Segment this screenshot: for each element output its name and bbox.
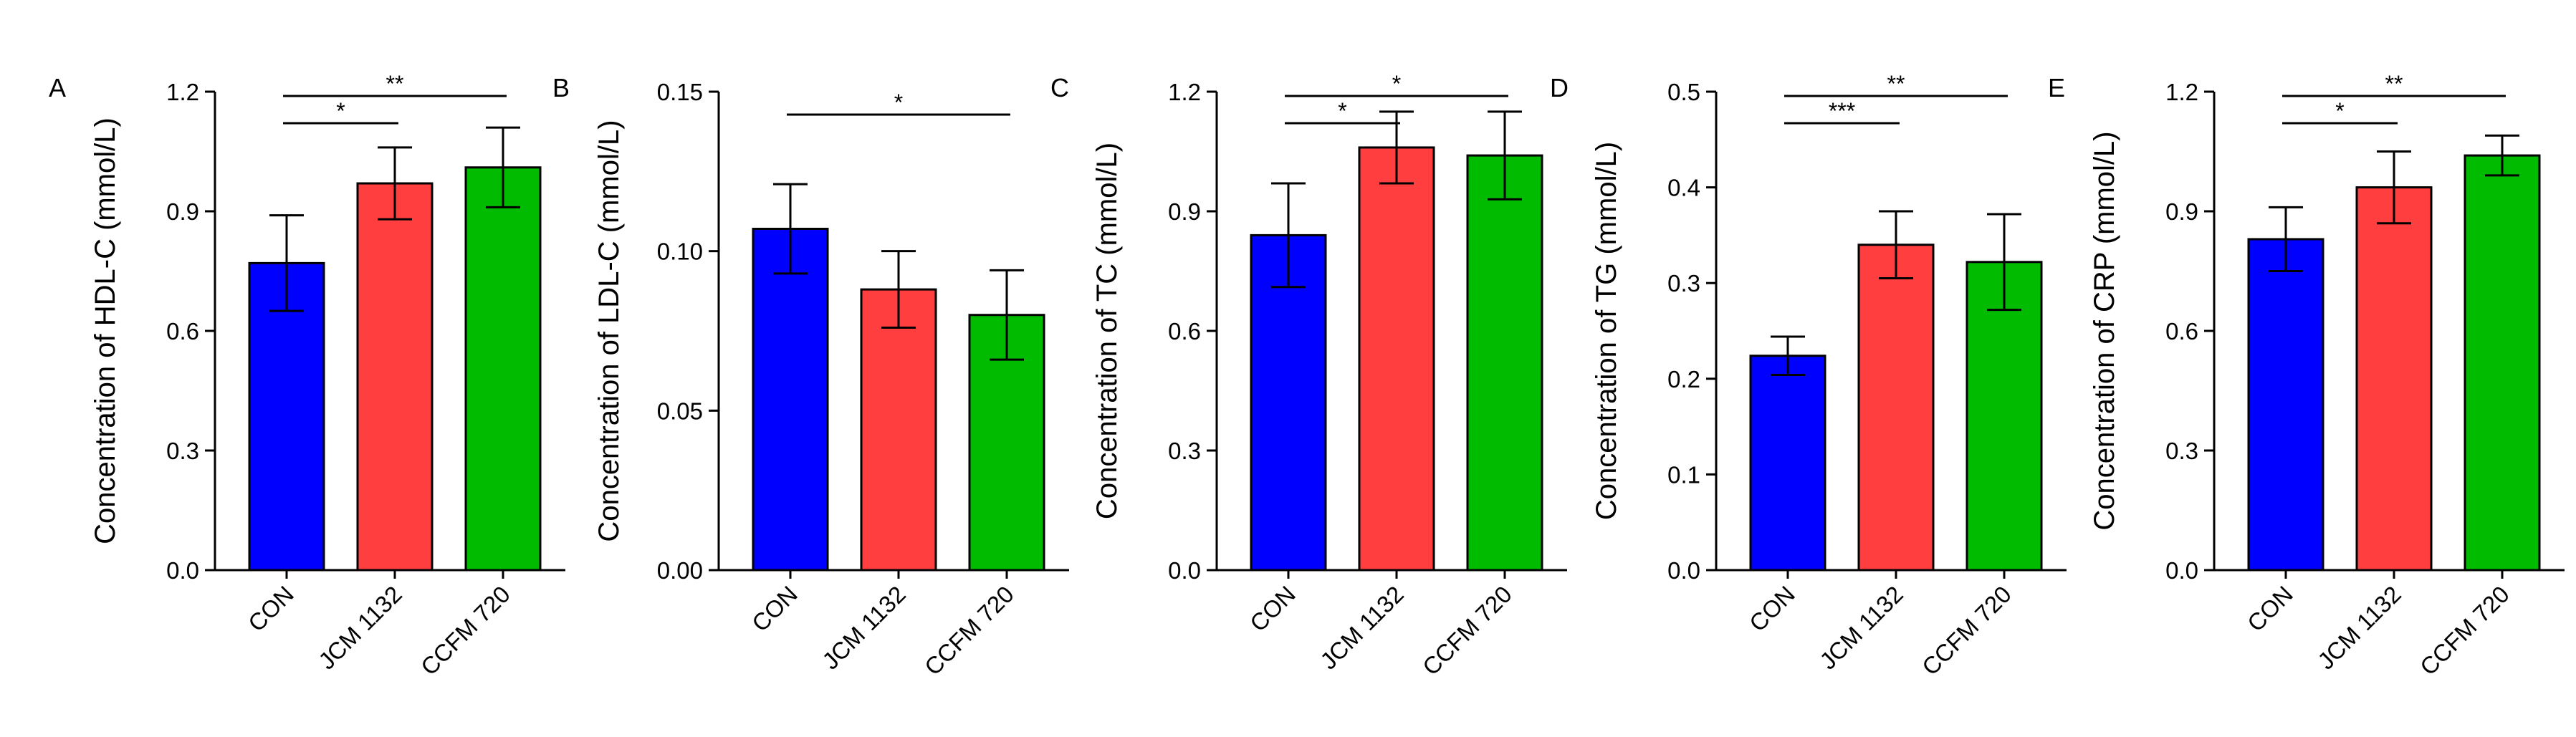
- y-axis-label: Concentration of TG (mmol/L): [1591, 142, 1622, 520]
- x-tick-label: JCM 1132: [2312, 581, 2406, 675]
- bar-con: [752, 227, 829, 572]
- bar-jcm-1132: [860, 288, 937, 572]
- x-tick-label: JCM 1132: [1814, 581, 1908, 675]
- x-tick-label: CON: [1245, 581, 1301, 637]
- y-tick-label: 1.2: [2165, 79, 2198, 105]
- bar-con: [2247, 238, 2324, 572]
- x-tick-label: CON: [243, 581, 299, 637]
- bar-ccfm-720: [1965, 261, 2043, 572]
- bar-con: [1250, 233, 1327, 572]
- y-tick-label: 0.00: [657, 557, 703, 584]
- y-tick-label: 0.4: [1667, 175, 1700, 201]
- chart-panel-d: D Concentration of TG (mmol/L) 0.0 0.1 0.2 0.…: [1550, 71, 2067, 680]
- panel-label: A: [49, 73, 66, 102]
- x-tick-label: JCM 1132: [1315, 581, 1409, 675]
- y-tick-label: 0.0: [1168, 557, 1201, 584]
- significance-label: *: [336, 98, 345, 124]
- significance-label: *: [2335, 98, 2344, 124]
- y-tick-label: 0.2: [1667, 366, 1700, 392]
- x-tick-label: CON: [2242, 581, 2298, 637]
- significance-label: **: [1887, 71, 1905, 97]
- y-tick-label: 1.2: [1168, 79, 1201, 105]
- y-tick-label: 0.10: [657, 239, 703, 265]
- y-tick-label: 0.05: [657, 398, 703, 424]
- x-tick-label: CCFM 720: [919, 581, 1019, 680]
- y-tick-label: 0.6: [1168, 318, 1201, 345]
- y-tick-label: 0.3: [166, 438, 199, 464]
- chart-panel-e: E Concentration of CRP (mmol/L) 0.0 0.3 0.6 0…: [2048, 71, 2565, 680]
- bar-con: [1749, 355, 1826, 572]
- bar-jcm-1132: [1857, 244, 1935, 572]
- y-tick-label: 0.0: [166, 557, 199, 584]
- y-axis-label: Concentration of HDL-C (mmol/L): [90, 117, 121, 544]
- panel-label: C: [1050, 73, 1069, 102]
- y-tick-label: 0.9: [2165, 198, 2198, 225]
- chart-panel-c: C Concentration of TC (mmol/L) 0.0 0.3 0.6 0.…: [1050, 71, 1567, 680]
- bar-jcm-1132: [356, 182, 434, 572]
- y-tick-label: 0.1: [1667, 461, 1700, 488]
- y-axis-label: Concentration of LDL-C (mmol/L): [593, 120, 625, 541]
- y-tick-label: 0.3: [2165, 438, 2198, 464]
- x-tick-label: JCM 1132: [313, 581, 407, 675]
- panel-label: E: [2048, 73, 2065, 102]
- y-tick-label: 0.9: [166, 198, 199, 225]
- significance-label: **: [386, 71, 404, 97]
- y-axis-label: Concentration of CRP (mmol/L): [2089, 131, 2120, 530]
- x-tick-label: CCFM 720: [2415, 581, 2514, 680]
- y-axis-label: Concentration of TC (mmol/L): [1091, 143, 1123, 519]
- y-tick-label: 0.3: [1667, 270, 1700, 297]
- y-tick-label: 0.6: [2165, 318, 2198, 345]
- chart-panel-a: A Concentration of HDL-C (mmol/L) 0.0 0.3 0.…: [49, 71, 565, 680]
- x-tick-label: JCM 1132: [817, 581, 911, 675]
- y-tick-label: 0.0: [2165, 557, 2198, 584]
- significance-label: *: [1338, 98, 1346, 124]
- bar-jcm-1132: [2355, 186, 2433, 572]
- panel-label: D: [1550, 73, 1569, 102]
- significance-label: *: [894, 90, 903, 115]
- x-tick-label: CCFM 720: [1417, 581, 1517, 680]
- panel-label: B: [552, 73, 570, 102]
- y-tick-label: 1.2: [166, 79, 199, 105]
- significance-label: *: [1392, 71, 1401, 97]
- bar-ccfm-720: [464, 166, 542, 572]
- y-tick-label: 0.15: [657, 79, 703, 105]
- significance-label: ***: [1829, 98, 1855, 124]
- y-tick-label: 0.3: [1168, 438, 1201, 464]
- bar-ccfm-720: [2464, 154, 2541, 572]
- y-tick-label: 0.0: [1667, 557, 1700, 584]
- chart-panel-b: B Concentration of LDL-C (mmol/L) 0.00 0.05…: [552, 73, 1069, 680]
- y-tick-label: 0.9: [1168, 198, 1201, 225]
- significance-label: **: [2385, 71, 2403, 97]
- x-tick-label: CCFM 720: [416, 581, 515, 680]
- x-tick-label: CON: [747, 581, 803, 637]
- y-tick-label: 0.5: [1667, 79, 1700, 105]
- x-tick-label: CON: [1744, 581, 1800, 637]
- bar-ccfm-720: [1466, 154, 1543, 572]
- x-tick-label: CCFM 720: [1917, 581, 2016, 680]
- bar-jcm-1132: [1358, 146, 1435, 572]
- y-tick-label: 0.6: [166, 318, 199, 345]
